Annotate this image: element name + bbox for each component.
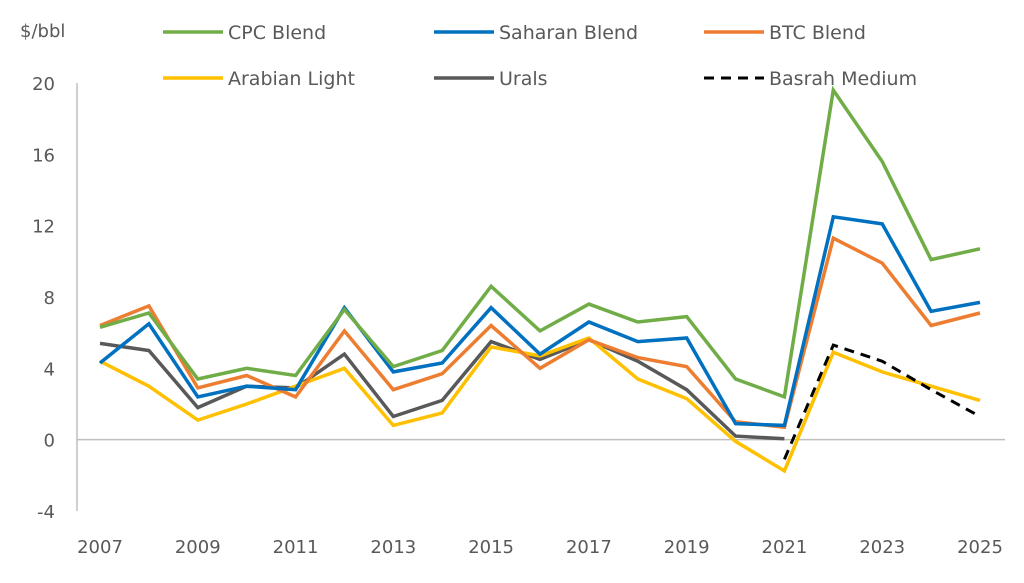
legend-item-cpc-blend: CPC Blend: [163, 22, 326, 44]
legend-label: Saharan Blend: [499, 22, 638, 44]
legend-label: Basrah Medium: [769, 68, 917, 90]
legend-item-arabian-light: Arabian Light: [163, 68, 355, 90]
x-tick-label: 2015: [468, 537, 514, 558]
x-tick-label: 2019: [664, 537, 710, 558]
legend-label: Arabian Light: [228, 68, 355, 90]
series-line-cpc-blend: [99, 85, 981, 400]
series-line-btc-blend: [99, 235, 981, 430]
series-lines: [98, 85, 981, 474]
legend-label: Urals: [499, 68, 548, 90]
legend-item-basrah-medium: Basrah Medium: [704, 68, 917, 90]
x-tick-label: 2013: [370, 537, 416, 558]
series-line-saharan-blend: [98, 214, 981, 428]
y-tick-label: 0: [44, 431, 55, 452]
x-tick-label: 2007: [77, 537, 123, 558]
y-unit-label: $/bbl: [20, 21, 65, 42]
legend: CPC Blend Saharan Blend BTC Blend Arabian L…: [163, 22, 917, 90]
y-axis-tick-labels: -4 0 4 8 12 16 20: [32, 74, 55, 523]
x-tick-label: 2017: [566, 537, 612, 558]
x-axis-tick-labels: 2007 2009 2011 2013 2015 2017 2019 2021 2023 2025: [77, 537, 1003, 558]
y-tick-label: 4: [44, 359, 55, 380]
y-tick-label: -4: [37, 502, 55, 523]
legend-item-saharan-blend: Saharan Blend: [434, 22, 638, 44]
legend-item-urals: Urals: [434, 68, 548, 90]
y-tick-label: 12: [32, 217, 55, 238]
x-tick-label: 2025: [957, 537, 1003, 558]
y-tick-label: 16: [32, 145, 55, 166]
x-tick-label: 2021: [762, 537, 808, 558]
y-tick-label: 8: [44, 288, 55, 309]
x-tick-label: 2023: [859, 537, 905, 558]
y-tick-label: 20: [32, 74, 55, 95]
x-tick-label: 2009: [175, 537, 221, 558]
legend-label: BTC Blend: [769, 22, 866, 44]
x-tick-label: 2011: [273, 537, 319, 558]
legend-item-btc-blend: BTC Blend: [704, 22, 866, 44]
legend-label: CPC Blend: [228, 22, 326, 44]
series-line-urals: [99, 337, 785, 441]
series-line-basrah-medium: [783, 343, 981, 460]
